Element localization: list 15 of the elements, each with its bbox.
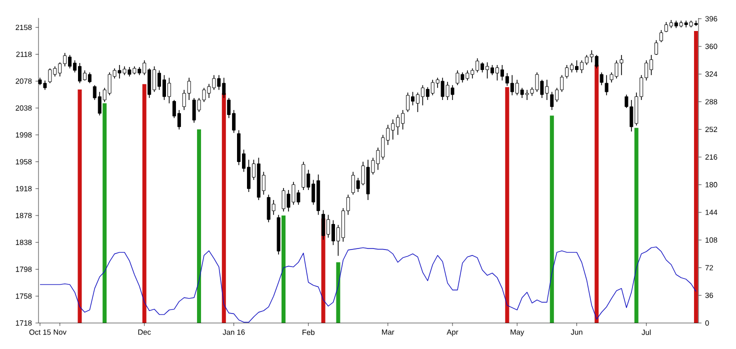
bar [594,64,599,323]
bar [282,215,286,323]
bar [78,89,82,323]
bar [197,129,202,323]
candlestick [659,30,663,43]
bar [336,262,340,323]
bar [550,116,554,323]
bar [102,103,107,323]
bar [142,84,146,323]
bar [634,128,638,323]
candlestick [600,72,604,86]
candlestick [654,40,658,56]
bar [694,31,698,323]
candlestick [604,74,608,96]
bar [505,87,510,323]
